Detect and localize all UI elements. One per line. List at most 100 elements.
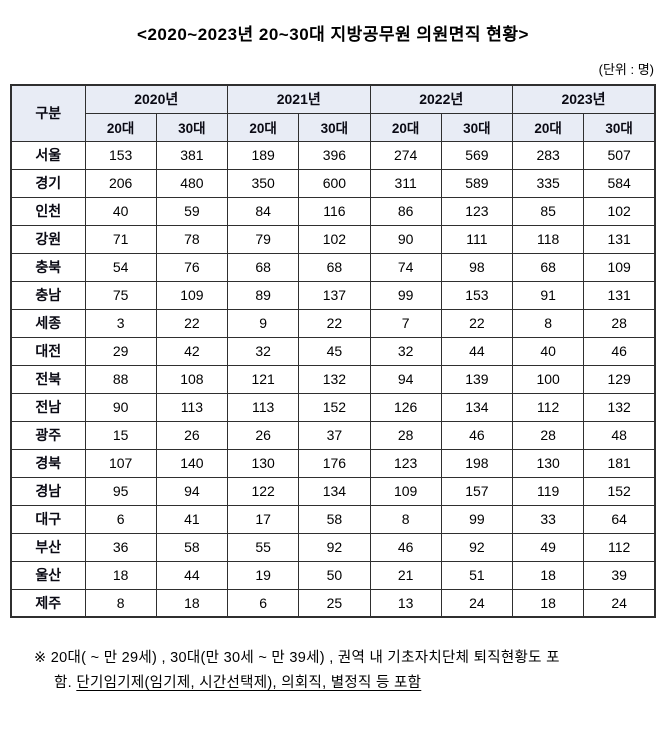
value-cell: 139 bbox=[440, 364, 514, 394]
age-header-30s: 30대 bbox=[298, 112, 371, 142]
value-cell: 589 bbox=[440, 168, 514, 198]
value-cell: 131 bbox=[583, 224, 656, 254]
region-label: 경남 bbox=[10, 476, 86, 506]
value-cell: 335 bbox=[511, 168, 585, 198]
value-cell: 40 bbox=[84, 196, 157, 226]
value-cell: 134 bbox=[440, 392, 514, 422]
region-label: 강원 bbox=[10, 224, 86, 254]
value-cell: 84 bbox=[226, 196, 300, 226]
value-cell: 17 bbox=[226, 504, 300, 534]
year-header-2022: 2022년 bbox=[369, 84, 513, 114]
value-cell: 132 bbox=[298, 364, 371, 394]
value-cell: 46 bbox=[369, 532, 442, 562]
table-body: 서울 153 381 189 396 274 569 283 507 경기 206 480 350 600… bbox=[10, 140, 656, 618]
value-cell: 507 bbox=[583, 140, 656, 170]
value-cell: 71 bbox=[84, 224, 157, 254]
table-row: 충북 54 76 68 68 74 98 68 109 bbox=[10, 252, 656, 282]
value-cell: 350 bbox=[226, 168, 300, 198]
value-cell: 28 bbox=[583, 308, 656, 338]
region-label: 전남 bbox=[10, 392, 86, 422]
corner-header: 구분 bbox=[10, 84, 86, 142]
value-cell: 181 bbox=[583, 448, 656, 478]
year-header-row: 구분 2020년 2021년 2022년 2023년 bbox=[10, 84, 656, 142]
value-cell: 58 bbox=[155, 532, 229, 562]
region-label: 울산 bbox=[10, 560, 86, 590]
region-label: 경기 bbox=[10, 168, 86, 198]
value-cell: 75 bbox=[84, 280, 157, 310]
table-row: 세종 3 22 9 22 7 22 8 28 bbox=[10, 308, 656, 338]
value-cell: 22 bbox=[298, 308, 371, 338]
value-cell: 22 bbox=[440, 308, 514, 338]
year-header-2023: 2023년 bbox=[512, 84, 656, 114]
value-cell: 68 bbox=[298, 252, 371, 282]
value-cell: 569 bbox=[440, 140, 514, 170]
value-cell: 68 bbox=[511, 252, 585, 282]
value-cell: 111 bbox=[440, 224, 514, 254]
value-cell: 85 bbox=[511, 196, 585, 226]
value-cell: 42 bbox=[155, 336, 229, 366]
value-cell: 480 bbox=[155, 168, 229, 198]
value-cell: 584 bbox=[583, 168, 656, 198]
table-row: 전북 88 108 121 132 94 139 100 129 bbox=[10, 364, 656, 394]
value-cell: 74 bbox=[369, 252, 442, 282]
value-cell: 109 bbox=[369, 476, 442, 506]
region-label: 부산 bbox=[10, 532, 86, 562]
year-header-2021: 2021년 bbox=[227, 84, 371, 114]
value-cell: 24 bbox=[583, 588, 656, 618]
value-cell: 49 bbox=[511, 532, 585, 562]
value-cell: 44 bbox=[440, 336, 514, 366]
value-cell: 8 bbox=[511, 308, 585, 338]
age-header-30s: 30대 bbox=[155, 112, 229, 142]
value-cell: 92 bbox=[298, 532, 371, 562]
value-cell: 113 bbox=[155, 392, 229, 422]
value-cell: 131 bbox=[583, 280, 656, 310]
value-cell: 86 bbox=[369, 196, 442, 226]
region-label: 충남 bbox=[10, 280, 86, 310]
value-cell: 102 bbox=[583, 196, 656, 226]
region-label: 인천 bbox=[10, 196, 86, 226]
value-cell: 600 bbox=[298, 168, 371, 198]
value-cell: 311 bbox=[369, 168, 442, 198]
value-cell: 15 bbox=[84, 420, 157, 450]
value-cell: 24 bbox=[440, 588, 514, 618]
value-cell: 113 bbox=[226, 392, 300, 422]
footnote-line2: 함. 단기임기제(임기제, 시간선택제), 의회직, 별정직 등 포함 bbox=[34, 671, 650, 696]
value-cell: 32 bbox=[226, 336, 300, 366]
value-cell: 46 bbox=[440, 420, 514, 450]
value-cell: 116 bbox=[298, 196, 371, 226]
table-row: 제주 8 18 6 25 13 24 18 24 bbox=[10, 588, 656, 618]
table-row: 울산 18 44 19 50 21 51 18 39 bbox=[10, 560, 656, 590]
value-cell: 88 bbox=[84, 364, 157, 394]
value-cell: 90 bbox=[84, 392, 157, 422]
footnote-line2-prefix: 함. bbox=[54, 675, 77, 692]
value-cell: 140 bbox=[155, 448, 229, 478]
resignation-table: 구분 2020년 2021년 2022년 2023년 20대 30대 20대 3… bbox=[10, 84, 656, 618]
value-cell: 130 bbox=[226, 448, 300, 478]
value-cell: 99 bbox=[369, 280, 442, 310]
age-header-20s: 20대 bbox=[511, 112, 585, 142]
region-label: 세종 bbox=[10, 308, 86, 338]
value-cell: 89 bbox=[226, 280, 300, 310]
value-cell: 7 bbox=[369, 308, 442, 338]
value-cell: 41 bbox=[155, 504, 229, 534]
table-row: 강원 71 78 79 102 90 111 118 131 bbox=[10, 224, 656, 254]
value-cell: 26 bbox=[155, 420, 229, 450]
value-cell: 121 bbox=[226, 364, 300, 394]
value-cell: 137 bbox=[298, 280, 371, 310]
value-cell: 198 bbox=[440, 448, 514, 478]
value-cell: 381 bbox=[155, 140, 229, 170]
table-row: 전남 90 113 113 152 126 134 112 132 bbox=[10, 392, 656, 422]
value-cell: 157 bbox=[440, 476, 514, 506]
value-cell: 112 bbox=[583, 532, 656, 562]
region-label: 광주 bbox=[10, 420, 86, 450]
value-cell: 6 bbox=[84, 504, 157, 534]
value-cell: 132 bbox=[583, 392, 656, 422]
value-cell: 112 bbox=[511, 392, 585, 422]
value-cell: 9 bbox=[226, 308, 300, 338]
unit-note: (단위 : 명) bbox=[598, 62, 654, 77]
value-cell: 32 bbox=[369, 336, 442, 366]
value-cell: 100 bbox=[511, 364, 585, 394]
table-row: 광주 15 26 26 37 28 46 28 48 bbox=[10, 420, 656, 450]
value-cell: 119 bbox=[511, 476, 585, 506]
